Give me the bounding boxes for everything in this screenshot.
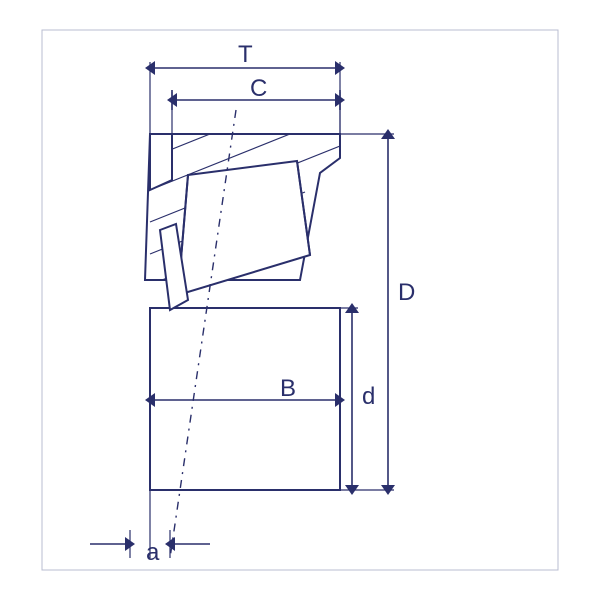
- dim-label-d: d: [362, 383, 375, 410]
- diagram-container: TC B Dd a: [0, 0, 600, 600]
- dim-label-D: D: [398, 279, 415, 306]
- dim-label-C: C: [250, 75, 267, 102]
- bearing-diagram-svg: TC B Dd a: [0, 0, 600, 600]
- dim-label-a: a: [146, 539, 160, 566]
- dim-label-T: T: [238, 41, 253, 68]
- dim-label-B: B: [280, 375, 296, 402]
